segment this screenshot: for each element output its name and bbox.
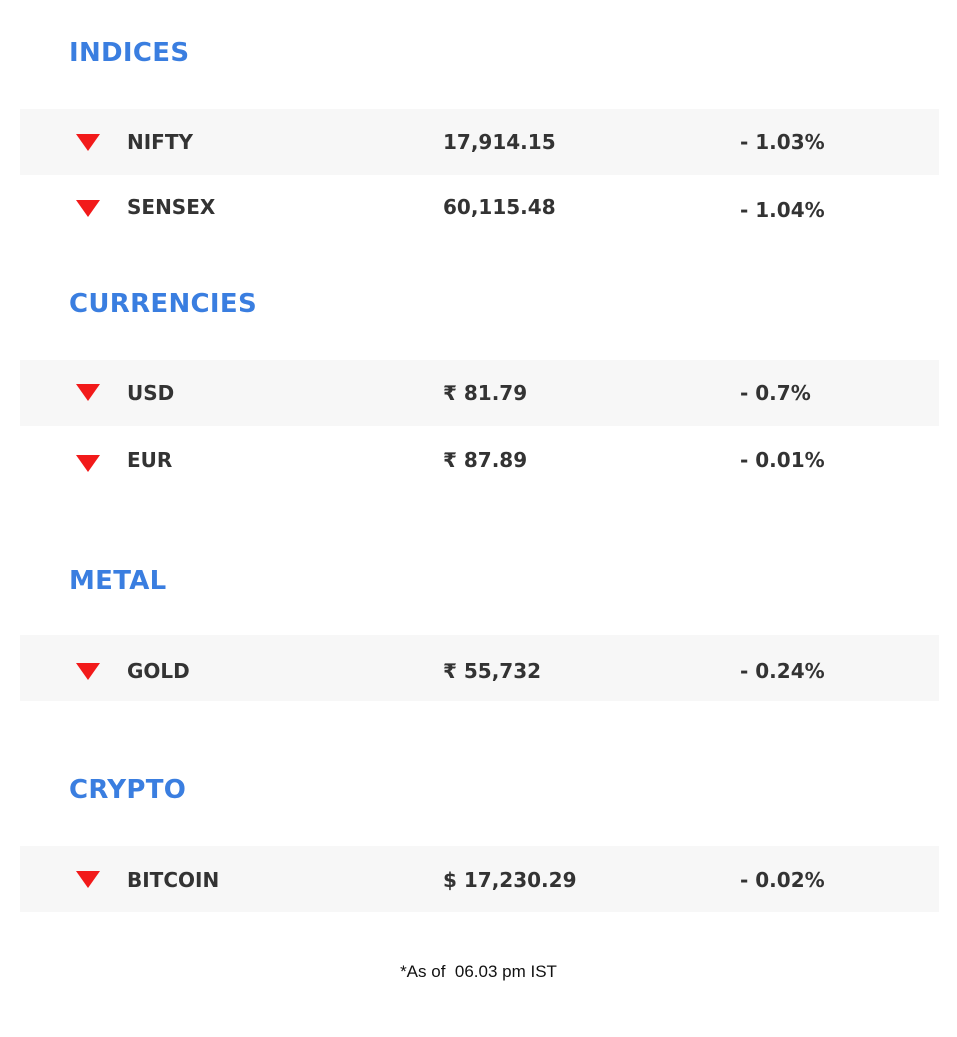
instrument-value: ₹ 55,732 <box>443 659 542 683</box>
down-arrow-icon <box>76 134 100 151</box>
section-title-crypto: CRYPTO <box>69 775 187 805</box>
down-arrow-icon <box>76 200 100 217</box>
market-row-eur[interactable]: EUR ₹ 87.89 - 0.01% <box>20 426 939 492</box>
down-arrow-icon <box>76 455 100 472</box>
down-arrow-icon <box>76 663 100 680</box>
instrument-name: EUR <box>127 448 173 472</box>
section-title-indices: INDICES <box>69 38 190 68</box>
instrument-change: - 0.01% <box>740 448 825 472</box>
section-title-metal: METAL <box>69 566 167 596</box>
instrument-value: $ 17,230.29 <box>443 868 577 892</box>
instrument-value: ₹ 87.89 <box>443 448 528 472</box>
section-title-currencies: CURRENCIES <box>69 289 257 319</box>
instrument-change: - 1.04% <box>740 198 825 222</box>
market-row-gold[interactable]: GOLD ₹ 55,732 - 0.24% <box>20 635 939 701</box>
instrument-name: GOLD <box>127 659 190 683</box>
market-row-sensex[interactable]: SENSEX 60,115.48 - 1.04% <box>20 175 939 241</box>
instrument-value: ₹ 81.79 <box>443 381 528 405</box>
instrument-change: - 1.03% <box>740 130 825 154</box>
instrument-value: 60,115.48 <box>443 195 556 219</box>
market-row-bitcoin[interactable]: BITCOIN $ 17,230.29 - 0.02% <box>20 846 939 912</box>
instrument-name: NIFTY <box>127 130 193 154</box>
market-row-usd[interactable]: USD ₹ 81.79 - 0.7% <box>20 360 939 426</box>
instrument-name: SENSEX <box>127 195 216 219</box>
instrument-change: - 0.24% <box>740 659 825 683</box>
timestamp-footnote: *As of 06.03 pm IST <box>400 962 557 981</box>
instrument-name: USD <box>127 381 175 405</box>
instrument-name: BITCOIN <box>127 868 220 892</box>
instrument-change: - 0.02% <box>740 868 825 892</box>
instrument-change: - 0.7% <box>740 381 811 405</box>
market-row-nifty[interactable]: NIFTY 17,914.15 - 1.03% <box>20 109 939 175</box>
instrument-value: 17,914.15 <box>443 130 556 154</box>
down-arrow-icon <box>76 384 100 401</box>
down-arrow-icon <box>76 871 100 888</box>
